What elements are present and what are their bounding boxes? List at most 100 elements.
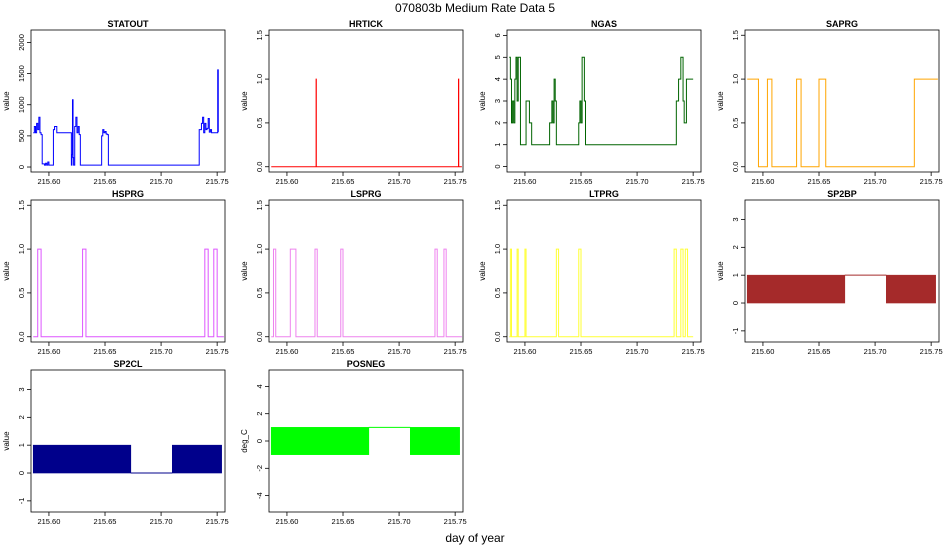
- x-tick-label-hrtick: 215.75: [444, 177, 467, 186]
- y-tick-label-hrtick: 0.0: [255, 162, 264, 172]
- band-segment-sp2cl-2: [171, 444, 222, 474]
- x-tick-label-hsprg: 215.70: [150, 347, 173, 356]
- y-tick-label-saprg: 0.0: [731, 162, 740, 172]
- x-tick-label-statout: 215.60: [37, 177, 60, 186]
- panel-title-ngas: NGAS: [591, 19, 617, 29]
- plot-frame-hsprg: [30, 199, 226, 343]
- x-tick-label-ltprg: 215.60: [513, 347, 536, 356]
- y-axis-label-sp2bp: value: [716, 261, 725, 281]
- y-tick-label-sp2bp: 1: [731, 273, 740, 277]
- plot-frame-hrtick: [268, 29, 464, 173]
- band-segment-sp2bp-2: [885, 274, 936, 304]
- y-tick-label-posneg: 0: [255, 439, 264, 443]
- x-tick-label-hrtick: 215.70: [388, 177, 411, 186]
- x-tick-label-posneg: 215.75: [444, 517, 467, 526]
- panel-sp2bp: SP2BP 215.60 215.65 215.70 215.75 -1 0 1 2 3 value: [716, 189, 943, 356]
- y-tick-label-ltprg: 0.5: [493, 288, 502, 298]
- y-tick-label-lsprg: 1.5: [255, 200, 264, 210]
- y-tick-label-statout: 0: [17, 165, 26, 169]
- band-segment-posneg-2: [409, 427, 460, 455]
- x-tick-label-sp2bp: 215.65: [808, 347, 831, 356]
- y-tick-label-statout: 500: [17, 130, 26, 143]
- y-tick-label-ltprg: 1.5: [493, 200, 502, 210]
- x-tick-label-saprg: 215.65: [808, 177, 831, 186]
- y-axis-label-hsprg: value: [2, 261, 11, 281]
- series-line-statout: [33, 69, 219, 166]
- panel-title-sp2cl: SP2CL: [113, 359, 143, 369]
- panel-title-lsprg: LSPRG: [350, 189, 381, 199]
- x-tick-label-sp2bp: 215.70: [864, 347, 887, 356]
- series-line-hsprg: [33, 248, 224, 338]
- panel-title-statout: STATOUT: [108, 19, 149, 29]
- y-tick-label-statout: 1500: [17, 65, 26, 82]
- x-tick-label-saprg: 215.70: [864, 177, 887, 186]
- y-tick-label-lsprg: 1.0: [255, 244, 264, 254]
- x-tick-label-saprg: 215.60: [751, 177, 774, 186]
- x-tick-label-ngas: 215.60: [513, 177, 536, 186]
- panel-saprg: SAPRG 215.60 215.65 215.70 215.75 0.0 0.5 1.0 1.…: [716, 19, 943, 186]
- series-line-hrtick: [271, 78, 462, 168]
- panel-title-hsprg: HSPRG: [112, 189, 144, 199]
- series-line-ngas: [509, 56, 694, 146]
- y-tick-label-saprg: 1.5: [731, 30, 740, 40]
- y-tick-label-posneg: 4: [255, 384, 264, 388]
- y-tick-label-posneg: 2: [255, 412, 264, 416]
- y-tick-label-lsprg: 0.0: [255, 332, 264, 342]
- y-axis-label-lsprg: value: [240, 261, 249, 281]
- y-tick-label-ngas: 0: [493, 164, 502, 168]
- plot-frame-ngas: [506, 29, 702, 173]
- y-tick-label-statout: 2000: [17, 34, 26, 51]
- y-tick-label-sp2cl: 3: [17, 387, 26, 391]
- y-axis-label-saprg: value: [716, 91, 725, 111]
- x-tick-label-statout: 215.70: [150, 177, 173, 186]
- x-tick-label-sp2cl: 215.65: [94, 517, 117, 526]
- y-tick-label-ngas: 5: [493, 55, 502, 59]
- y-tick-label-sp2cl: 2: [17, 415, 26, 419]
- y-tick-label-saprg: 1.0: [731, 74, 740, 84]
- x-tick-label-sp2cl: 215.75: [206, 517, 229, 526]
- y-tick-label-ngas: 3: [493, 99, 502, 103]
- y-tick-label-sp2bp: -1: [731, 328, 740, 335]
- y-tick-label-posneg: -2: [255, 465, 264, 472]
- panel-title-sp2bp: SP2BP: [827, 189, 857, 199]
- y-axis-label-hrtick: value: [240, 91, 249, 111]
- y-tick-label-lsprg: 0.5: [255, 288, 264, 298]
- x-tick-label-hsprg: 215.75: [206, 347, 229, 356]
- panel-title-saprg: SAPRG: [826, 19, 858, 29]
- y-tick-label-ngas: 4: [493, 77, 502, 81]
- figure-xlabel: day of year: [445, 531, 505, 545]
- panel-lsprg: LSPRG 215.60 215.65 215.70 215.75 0.0 0.5 1.0 1.…: [240, 189, 467, 356]
- plot-frame-ltprg: [506, 199, 702, 343]
- x-tick-label-statout: 215.65: [94, 177, 117, 186]
- y-tick-label-posneg: -4: [255, 492, 264, 499]
- panel-sp2cl: SP2CL 215.60 215.65 215.70 215.75 -1 0 1 2 3 value: [2, 359, 229, 526]
- x-tick-label-ngas: 215.75: [682, 177, 705, 186]
- panel-title-hrtick: HRTICK: [349, 19, 383, 29]
- plot-frame-sp2bp: [744, 199, 940, 343]
- x-tick-label-lsprg: 215.60: [275, 347, 298, 356]
- y-tick-label-sp2bp: 0: [731, 301, 740, 305]
- y-tick-label-saprg: 0.5: [731, 118, 740, 128]
- panel-title-ltprg: LTPRG: [589, 189, 619, 199]
- x-tick-label-ngas: 215.70: [626, 177, 649, 186]
- panel-posneg: POSNEG 215.60 215.65 215.70 215.75 -4 -2 0 2 4 deg…: [240, 359, 467, 526]
- y-tick-label-hrtick: 1.5: [255, 30, 264, 40]
- x-tick-label-lsprg: 215.70: [388, 347, 411, 356]
- x-tick-label-sp2cl: 215.60: [37, 517, 60, 526]
- y-tick-label-hsprg: 0.0: [17, 332, 26, 342]
- y-tick-label-hrtick: 0.5: [255, 118, 264, 128]
- x-tick-label-sp2bp: 215.75: [920, 347, 943, 356]
- series-line-saprg: [747, 78, 938, 168]
- y-tick-label-ltprg: 0.0: [493, 332, 502, 342]
- panel-title-posneg: POSNEG: [347, 359, 386, 369]
- x-tick-label-sp2bp: 215.60: [751, 347, 774, 356]
- plot-frame-lsprg: [268, 199, 464, 343]
- plot-frame-sp2cl: [30, 369, 226, 513]
- y-axis-label-ngas: value: [478, 91, 487, 111]
- x-tick-label-posneg: 215.70: [388, 517, 411, 526]
- panel-hrtick: HRTICK 215.60 215.65 215.70 215.75 0.0 0.5 1.0 1…: [240, 19, 467, 186]
- y-tick-label-hsprg: 0.5: [17, 288, 26, 298]
- x-tick-label-ltprg: 215.75: [682, 347, 705, 356]
- band-segment-posneg-1: [270, 427, 370, 455]
